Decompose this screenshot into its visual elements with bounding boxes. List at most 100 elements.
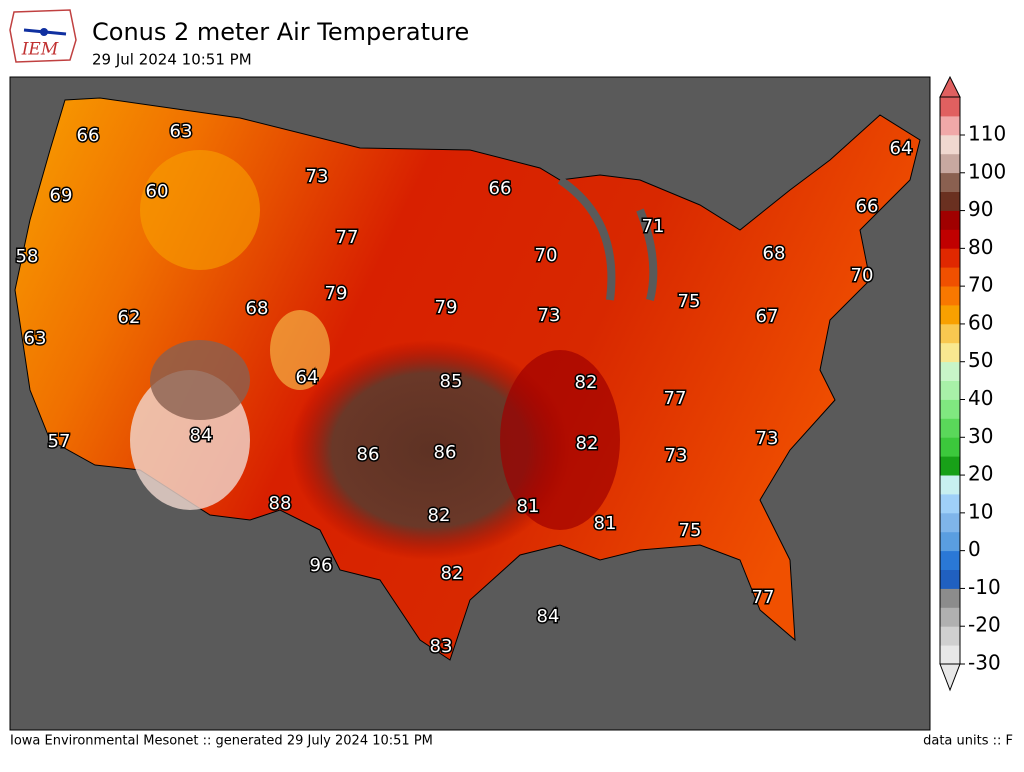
colorbar-bin (940, 607, 960, 627)
colorbar-bin (940, 134, 960, 155)
temperature-label: 63 (24, 328, 47, 349)
temperature-label: 96 (310, 555, 333, 576)
temperature-label: 67 (756, 306, 779, 327)
temperature-label: 62 (118, 307, 141, 328)
colorbar-bin (940, 172, 960, 192)
colorbar-bin (940, 304, 960, 325)
colorbar-tick-label: 60 (968, 310, 993, 334)
logo-text: IEM (21, 40, 59, 60)
temperature-label: 68 (763, 243, 786, 264)
temperature-label: 70 (851, 265, 874, 286)
colorbar-tick-label: 10 (968, 499, 993, 523)
colorbar-tick-label: -20 (968, 613, 1001, 637)
temperature-label: 79 (435, 297, 458, 318)
colorbar-bin (940, 342, 960, 363)
temperature-label: 68 (246, 298, 269, 319)
colorbar-bin (940, 569, 960, 589)
temperature-label: 73 (306, 166, 329, 187)
colorbar-bin (940, 97, 960, 117)
colorbar-tick-label: 80 (968, 235, 993, 259)
temperature-label: 57 (48, 431, 71, 452)
temperature-label: 84 (190, 425, 213, 446)
temperature-label: 75 (679, 520, 702, 541)
temperature-label: 81 (594, 513, 617, 534)
temperature-label: 82 (575, 372, 598, 393)
temperature-label: 73 (665, 445, 688, 466)
temperature-label: 82 (428, 505, 451, 526)
colorbar-tick-label: 0 (968, 537, 981, 561)
colorbar-bin (940, 153, 960, 174)
colorbar-bin (940, 512, 960, 533)
title: Conus 2 meter Air Temperature (92, 18, 469, 46)
colorbar-bin (940, 267, 960, 287)
colorbar-bin (940, 323, 960, 344)
temperature-label: 64 (890, 138, 913, 159)
temperature-label: 77 (336, 227, 359, 248)
temperature-label: 66 (489, 178, 512, 199)
colorbar-tick-label: 30 (968, 424, 993, 448)
temperature-label: 79 (325, 283, 348, 304)
colorbar-arrow-top (939, 75, 961, 98)
subtitle: 29 Jul 2024 10:51 PM (92, 51, 252, 69)
temperature-label: 83 (430, 636, 453, 657)
temperature-label: 75 (678, 291, 701, 312)
colorbar-bin (940, 493, 960, 514)
colorbar-bin (940, 191, 960, 211)
temperature-label: 70 (535, 245, 558, 266)
colorbar-bin (940, 475, 960, 495)
temperature-label: 81 (517, 496, 540, 517)
colorbar-bin (940, 248, 960, 268)
temperature-label: 60 (146, 181, 169, 202)
temperature-label: 82 (441, 563, 464, 584)
colorbar-bin (940, 380, 960, 400)
colorbar-tick-label: 70 (968, 273, 993, 297)
colorbar-tick-label: -30 (968, 651, 1001, 675)
temperature-label: 86 (434, 442, 457, 463)
temperature-label: 85 (440, 371, 463, 392)
temperature-label: 63 (170, 121, 193, 142)
temperature-label: 58 (16, 246, 39, 267)
colorbar: -30 -20 -10 0 10 20 30 40 50 60 70 80 90 100 110 (939, 75, 1006, 692)
temperature-label: 71 (642, 216, 665, 237)
temperature-label: 66 (77, 125, 100, 146)
colorbar-tick-label: 20 (968, 462, 993, 486)
colorbar-bin (940, 588, 960, 608)
colorbar-bin (940, 645, 960, 665)
temperature-label: 66 (856, 196, 879, 217)
colorbar-bin (940, 399, 960, 419)
colorbar-bin (940, 210, 960, 230)
colorbar-bin (940, 418, 960, 438)
temperature-label: 82 (576, 433, 599, 454)
colorbar-bin (940, 531, 960, 552)
temperature-label: 84 (537, 606, 560, 627)
temperature-label: 88 (269, 493, 292, 514)
logo: IEM (9, 9, 77, 63)
colorbar-bin (940, 626, 960, 646)
colorbar-tick-label: 100 (968, 159, 1006, 183)
footer-right: data units :: F (923, 734, 1013, 749)
colorbar-frame (939, 96, 961, 665)
temperature-label: 77 (752, 587, 775, 608)
colorbar-tick-label: 40 (968, 386, 993, 410)
colorbar-bin (940, 361, 960, 381)
colorbar-tick-label: 90 (968, 197, 993, 221)
colorbar-tick-label: 110 (968, 122, 1006, 146)
colorbar-bin (940, 115, 960, 136)
colorbar-tick-label: -10 (968, 575, 1001, 599)
temperature-label: 64 (296, 367, 319, 388)
temperature-label: 86 (357, 444, 380, 465)
colorbar-tick-label: 50 (968, 348, 993, 372)
colorbar-bin (940, 286, 960, 306)
colorbar-arrow-bottom (939, 663, 961, 692)
temperature-label: 73 (756, 428, 779, 449)
colorbar-bin (940, 550, 960, 570)
footer-left: Iowa Environmental Mesonet :: generated … (10, 734, 433, 749)
temperature-label: 69 (50, 185, 73, 206)
map (9, 76, 931, 731)
colorbar-bin (940, 456, 960, 476)
colorbar-bin (940, 229, 960, 249)
colorbar-bin (940, 437, 960, 457)
temperature-label: 73 (538, 305, 561, 326)
temperature-label: 77 (664, 388, 687, 409)
